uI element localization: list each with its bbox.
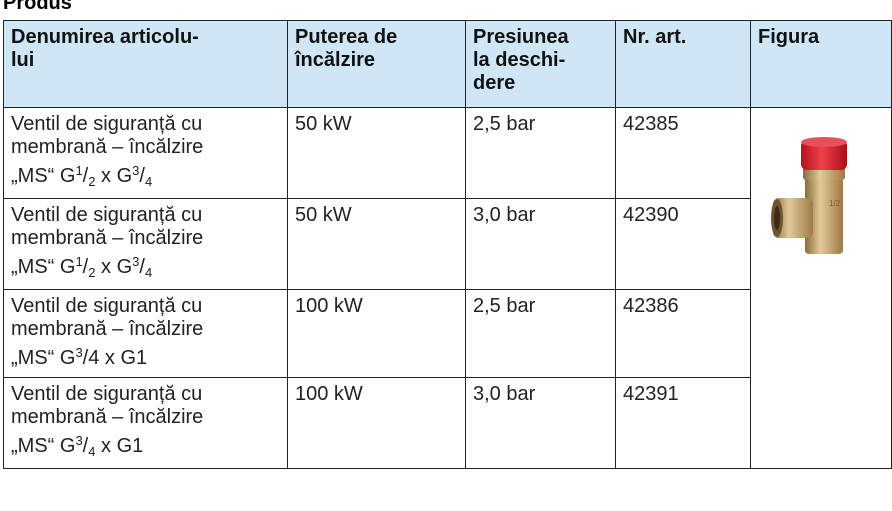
text-line: încălzire (295, 49, 376, 71)
text-line: la deschi- (473, 49, 566, 71)
size-part: 2 (88, 174, 96, 189)
size-part: 3 (75, 345, 83, 360)
size-part: 2 (88, 265, 96, 280)
section-title: Produs (3, 0, 72, 14)
article-cell: 42386 (615, 289, 751, 378)
text-line: membrană – încălzire (11, 318, 204, 340)
pressure-cell: 3,0 bar (465, 377, 616, 469)
table-body: Ventil de siguranță cu membrană – încălzi… (3, 107, 892, 469)
header-cell: Denumirea articolu-lui (3, 20, 288, 108)
table-row: Ventil de siguranță cu membrană – încălzi… (3, 107, 892, 469)
size-part: 1 (75, 254, 83, 269)
text-line: Presiunea (473, 26, 569, 48)
header-cell: Presiunea la deschi-dere (465, 20, 616, 108)
article-cell: 42385 (615, 107, 751, 199)
size-part: / (139, 256, 145, 278)
size-part: 3 (132, 163, 140, 178)
size-part: x G1 (95, 435, 144, 457)
size-part: 1 (75, 163, 83, 178)
header-row: Denumirea articolu-lui Puterea de încălzir… (3, 20, 892, 108)
item-name-cell: Ventil de siguranță cu membrană – încălzi… (3, 107, 288, 199)
header-cell: Nr. art. (615, 20, 751, 108)
size-part: x G1 (99, 347, 148, 369)
text-line: dere (473, 72, 516, 94)
article-cell: 42391 (615, 377, 751, 469)
item-name-cell: Ventil de siguranță cu membrană – încălzi… (3, 289, 288, 378)
text-line: Puterea de (295, 26, 398, 48)
size-part: 4 (144, 265, 153, 280)
text-line: Nr. art. (623, 26, 687, 48)
size-part: / (139, 165, 145, 187)
size-part: 3 (75, 433, 83, 448)
pressure-cell: 2,5 bar (465, 289, 616, 378)
size-part: x G (95, 256, 133, 278)
table-row: Ventil de siguranță cu membrană – încălzi… (3, 377, 892, 469)
size-part: „MS“ G (11, 347, 76, 369)
size-part: 4 (144, 174, 153, 189)
svg-text:1/2: 1/2 (829, 199, 841, 208)
text-line: Ventil de siguranță cu (11, 295, 203, 317)
text-line: membrană – încălzire (11, 227, 204, 249)
size-part: „MS“ G (11, 165, 76, 187)
header-cell: Puterea de încălzire (287, 20, 466, 108)
table-row: Ventil de siguranță cu membrană – încălzi… (3, 198, 892, 290)
power-cell: 100 kW (287, 289, 466, 378)
size-part: „MS“ G (11, 256, 76, 278)
power-cell: 100 kW (287, 377, 466, 469)
power-cell: 50 kW (287, 107, 466, 199)
product-image: 1/2 (771, 137, 847, 254)
size-part: / (82, 435, 89, 457)
text-line: Ventil de siguranță cu (11, 113, 203, 135)
pressure-cell: 3,0 bar (465, 198, 616, 290)
size-part: x G (95, 165, 133, 187)
text-line: Ventil de siguranță cu (11, 383, 203, 405)
product-table: Denumirea articolu-lui Puterea de încălzir… (3, 20, 892, 469)
size-part: 4 (88, 444, 96, 459)
size-part: / (82, 165, 89, 187)
pressure-cell: 2,5 bar (465, 107, 616, 199)
size-part: /4 (82, 347, 100, 369)
text-line: membrană – încălzire (11, 136, 204, 158)
size-part: / (82, 256, 89, 278)
table-row: Ventil de siguranță cu membrană – încălzi… (3, 289, 892, 378)
article-cell: 42390 (615, 198, 751, 290)
text-line: Ventil de siguranță cu (11, 204, 203, 226)
figure-cell: 1/2 (750, 107, 892, 469)
size-part: „MS“ G (11, 435, 76, 457)
header-cell: Figura (750, 20, 892, 108)
text-line: lui (11, 49, 35, 71)
item-name-cell: Ventil de siguranță cu membrană – încălzi… (3, 198, 288, 290)
text-line: Figura (758, 26, 820, 48)
item-name-cell: Ventil de siguranță cu membrană – încălzi… (3, 377, 288, 469)
size-part: 3 (132, 254, 140, 269)
text-line: Denumirea articolu- (11, 26, 199, 48)
text-line: membrană – încălzire (11, 406, 204, 428)
power-cell: 50 kW (287, 198, 466, 290)
